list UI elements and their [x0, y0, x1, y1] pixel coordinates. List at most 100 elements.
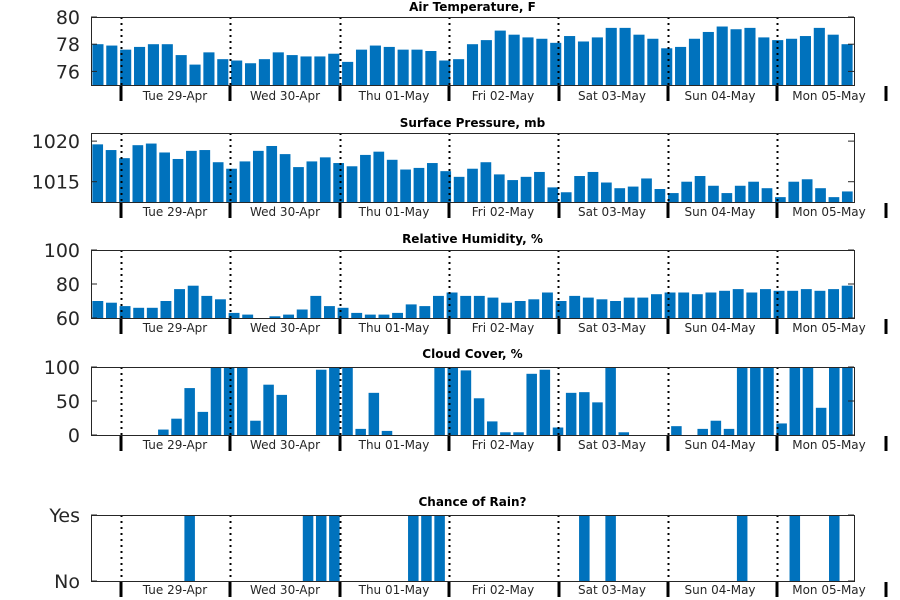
x-tick-label: Tue 29-Apr: [142, 321, 207, 335]
y-tick-label: 50: [56, 391, 80, 413]
bar: [734, 185, 746, 202]
x-tick-mark: [338, 86, 342, 101]
bar: [134, 46, 146, 85]
bar: [171, 418, 182, 435]
x-tick-label: Mon 05-May: [792, 89, 866, 103]
axes-box: [91, 17, 855, 86]
x-tick-label: Tue 29-Apr: [142, 89, 207, 103]
bar: [748, 181, 759, 202]
x-tick-mark: [228, 203, 232, 218]
bar: [569, 295, 581, 318]
bar: [105, 302, 117, 318]
chart-title: Surface Pressure, mb: [400, 116, 546, 130]
x-tick-mark: [119, 582, 123, 597]
x-tick-mark: [119, 319, 123, 334]
x-tick-mark: [228, 86, 232, 101]
bar: [237, 367, 248, 435]
bar: [92, 44, 104, 85]
x-tick-mark: [228, 319, 232, 334]
bar: [296, 309, 308, 318]
bar: [276, 394, 288, 435]
bar: [716, 26, 728, 85]
y-tick-label: 100: [44, 357, 80, 379]
x-tick-mark: [775, 319, 779, 334]
bar: [328, 53, 340, 85]
bar: [323, 306, 335, 318]
bar: [787, 290, 799, 318]
bar: [815, 407, 827, 435]
bar: [397, 49, 409, 85]
bar: [378, 314, 390, 318]
bar: [158, 429, 169, 435]
bar: [440, 171, 452, 202]
bar: [827, 34, 839, 85]
bar: [460, 295, 472, 318]
bar: [705, 292, 717, 318]
bar: [789, 367, 801, 435]
bar: [258, 59, 270, 85]
bar: [342, 367, 353, 435]
x-tick-mark: [338, 436, 342, 451]
bar: [719, 290, 731, 318]
bar: [286, 55, 298, 85]
bar: [675, 46, 687, 85]
y-tick-label: 80: [56, 274, 80, 296]
bar: [799, 36, 811, 85]
bar: [272, 52, 284, 85]
bar: [591, 37, 603, 85]
bar: [411, 49, 423, 85]
x-tick-mark: [557, 203, 561, 218]
bar: [147, 44, 159, 85]
bar: [351, 312, 363, 318]
bar: [161, 44, 173, 85]
bar: [453, 59, 465, 85]
bar: [337, 307, 349, 318]
bar: [565, 392, 577, 435]
bar: [710, 420, 722, 435]
bar: [386, 159, 398, 202]
x-tick-label: Mon 05-May: [792, 205, 866, 219]
x-tick-mark: [447, 319, 451, 334]
bar: [520, 176, 532, 202]
bar: [187, 285, 199, 318]
chart-panel-2: Surface Pressure, mb 1015 1020 Tue 29-Apr We…: [32, 116, 888, 219]
x-tick-mark: [884, 436, 888, 451]
x-tick-label: Thu 01-May: [358, 321, 430, 335]
bar: [252, 150, 264, 202]
bar: [201, 295, 213, 318]
x-tick-mark: [557, 582, 561, 597]
y-tick-label: 76: [56, 61, 80, 83]
bar: [266, 145, 278, 202]
bar: [360, 154, 371, 202]
bar: [133, 307, 145, 318]
bar: [228, 312, 240, 318]
x-tick-label: Tue 29-Apr: [142, 438, 207, 452]
bar: [383, 46, 395, 85]
x-tick-label: Fri 02-May: [472, 89, 535, 103]
bar: [355, 49, 368, 85]
bar: [841, 285, 853, 318]
bar: [184, 515, 195, 581]
x-tick-mark: [338, 319, 342, 334]
bar: [618, 432, 630, 435]
bar: [329, 515, 340, 581]
bar: [564, 36, 576, 85]
x-tick-label: Tue 29-Apr: [142, 583, 207, 597]
bar: [758, 37, 770, 85]
chart-panel-4: Cloud Cover, % 0 50 100 Tue 29-Apr Wed 30-Apr…: [44, 347, 888, 452]
x-tick-label: Wed 30-Apr: [250, 321, 320, 335]
x-tick-label: Wed 30-Apr: [250, 583, 320, 597]
bar: [439, 60, 451, 85]
bar: [434, 367, 445, 435]
x-tick-mark: [557, 436, 561, 451]
y-tick-label: 60: [56, 308, 80, 330]
bar: [223, 367, 235, 435]
bar: [250, 420, 261, 435]
bar: [203, 52, 215, 85]
bar: [730, 29, 742, 86]
bar: [775, 197, 786, 202]
bar: [212, 162, 224, 202]
y-tick-label: 1020: [32, 131, 80, 153]
bar: [671, 426, 682, 435]
